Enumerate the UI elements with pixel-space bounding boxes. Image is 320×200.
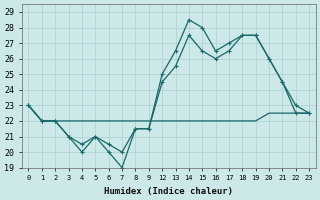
- X-axis label: Humidex (Indice chaleur): Humidex (Indice chaleur): [104, 187, 233, 196]
